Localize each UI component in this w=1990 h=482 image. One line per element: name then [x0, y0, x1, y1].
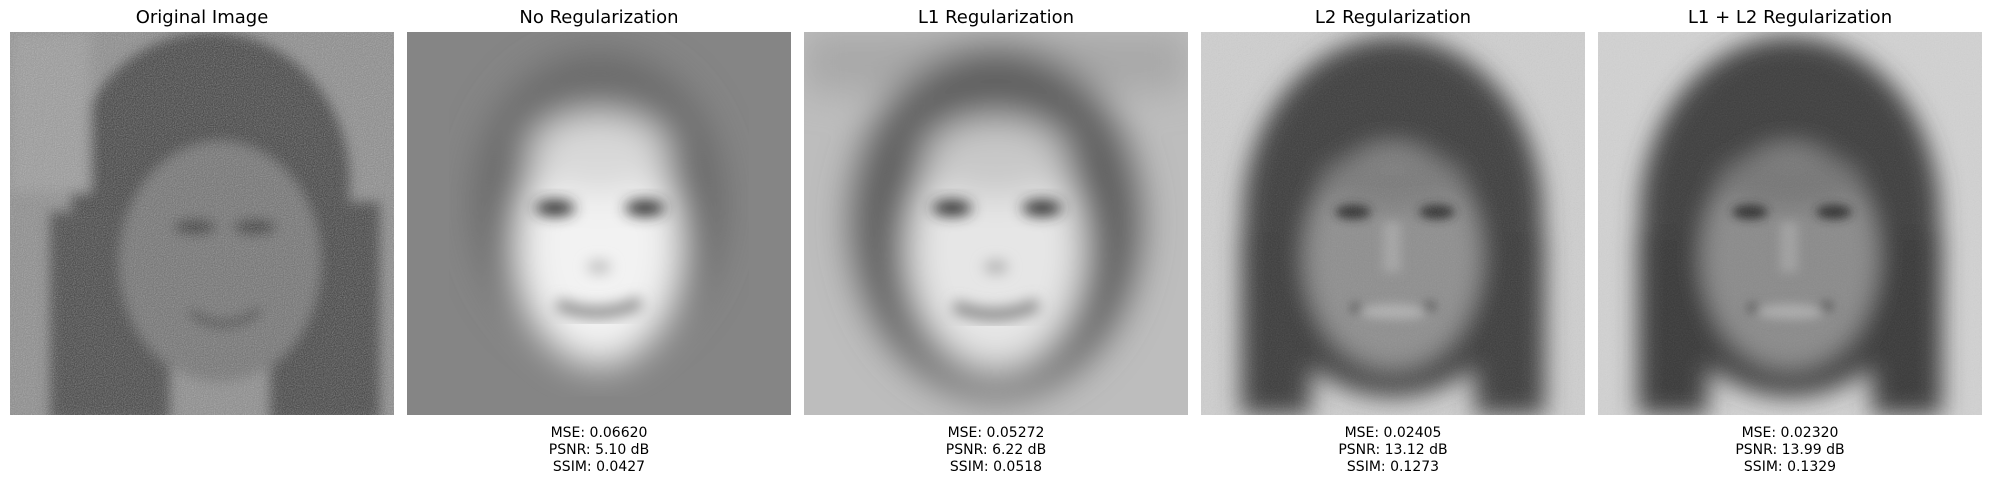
- panel-title: L2 Regularization: [1314, 7, 1472, 28]
- face-image-blurred: [407, 32, 791, 415]
- panel-no-regularization: No Regularization: [407, 0, 791, 482]
- reconstruction-image: [804, 32, 1188, 415]
- reconstruction-image: [1201, 32, 1585, 415]
- face-image-noisy: [10, 32, 394, 415]
- panel-title: Original Image: [135, 7, 269, 28]
- mse-value: MSE: 0.05272: [947, 425, 1045, 441]
- ssim-value: SSIM: 0.1329: [1743, 459, 1837, 475]
- panel-l1-l2-regularization: L1 + L2 Regularization: [1598, 0, 1982, 482]
- psnr-value: PSNR: 13.12 dB: [1338, 442, 1448, 458]
- panel-title: L1 + L2 Regularization: [1687, 7, 1893, 28]
- face-image-blurred: [1201, 32, 1585, 415]
- metrics-block: MSE: 0.02320 PSNR: 13.99 dB SSIM: 0.1329: [1598, 425, 1982, 476]
- mse-value: MSE: 0.02405: [1344, 425, 1442, 441]
- reconstruction-image: [407, 32, 791, 415]
- psnr-value: PSNR: 13.99 dB: [1735, 442, 1845, 458]
- panel-title: No Regularization: [519, 7, 679, 28]
- mse-value: MSE: 0.02320: [1741, 425, 1839, 441]
- panel-original: Original Image: [10, 0, 394, 482]
- metrics-block: MSE: 0.02405 PSNR: 13.12 dB SSIM: 0.1273: [1201, 425, 1585, 476]
- psnr-value: PSNR: 6.22 dB: [945, 442, 1047, 458]
- panel-title: L1 Regularization: [917, 7, 1075, 28]
- ssim-value: SSIM: 0.1273: [1346, 459, 1440, 475]
- ssim-value: SSIM: 0.0427: [552, 459, 646, 475]
- face-image-blurred: [804, 32, 1188, 415]
- face-image-blurred: [1598, 32, 1982, 415]
- mse-value: MSE: 0.06620: [550, 425, 648, 441]
- reconstruction-image: [1598, 32, 1982, 415]
- original-image: [10, 32, 394, 415]
- panel-l1-regularization: L1 Regularization: [804, 0, 1188, 482]
- metrics-block: MSE: 0.05272 PSNR: 6.22 dB SSIM: 0.0518: [804, 425, 1188, 476]
- metrics-block: MSE: 0.06620 PSNR: 5.10 dB SSIM: 0.0427: [407, 425, 791, 476]
- psnr-value: PSNR: 5.10 dB: [548, 442, 650, 458]
- ssim-value: SSIM: 0.0518: [949, 459, 1043, 475]
- panel-l2-regularization: L2 Regularization: [1201, 0, 1585, 482]
